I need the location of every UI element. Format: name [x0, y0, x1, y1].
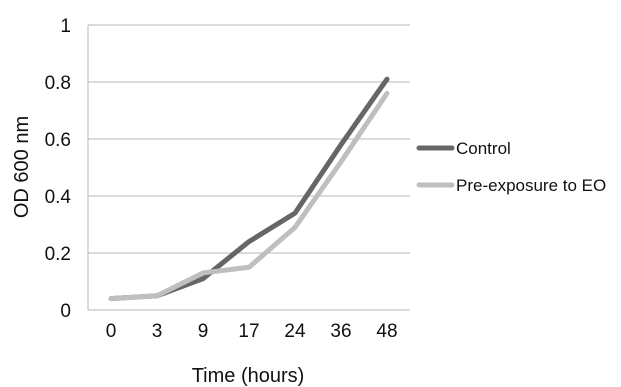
x-tick-label: 9 — [198, 321, 209, 342]
x-tick-label: 48 — [376, 321, 397, 342]
x-tick-label: 36 — [330, 321, 351, 342]
x-tick-label: 24 — [284, 321, 306, 342]
y-tick-label: 0.4 — [45, 187, 72, 208]
y-tick-label: 0 — [60, 301, 71, 322]
x-tick-label: 3 — [152, 321, 163, 342]
gridlines — [87, 24, 410, 311]
x-tick-label: 17 — [238, 321, 259, 342]
legend: Control Pre-exposure to EO — [416, 139, 606, 195]
x-axis-title: Time (hours) — [192, 365, 305, 387]
legend-label: Pre-exposure to EO — [456, 176, 606, 195]
y-tick-labels: 0 0.2 0.4 0.6 0.8 1 — [45, 16, 72, 322]
y-axis-title: OD 600 nm — [11, 116, 33, 218]
series-lines — [108, 76, 390, 302]
y-tick-label: 0.6 — [45, 130, 71, 151]
legend-label: Control — [456, 139, 511, 158]
x-tick-labels: 0 3 9 17 24 36 48 — [106, 321, 398, 342]
x-tick-label: 0 — [106, 321, 117, 342]
y-tick-label: 0.8 — [45, 73, 71, 94]
series-line-2 — [108, 90, 390, 302]
y-tick-label: 0.2 — [45, 244, 71, 265]
y-tick-label: 1 — [60, 16, 71, 37]
